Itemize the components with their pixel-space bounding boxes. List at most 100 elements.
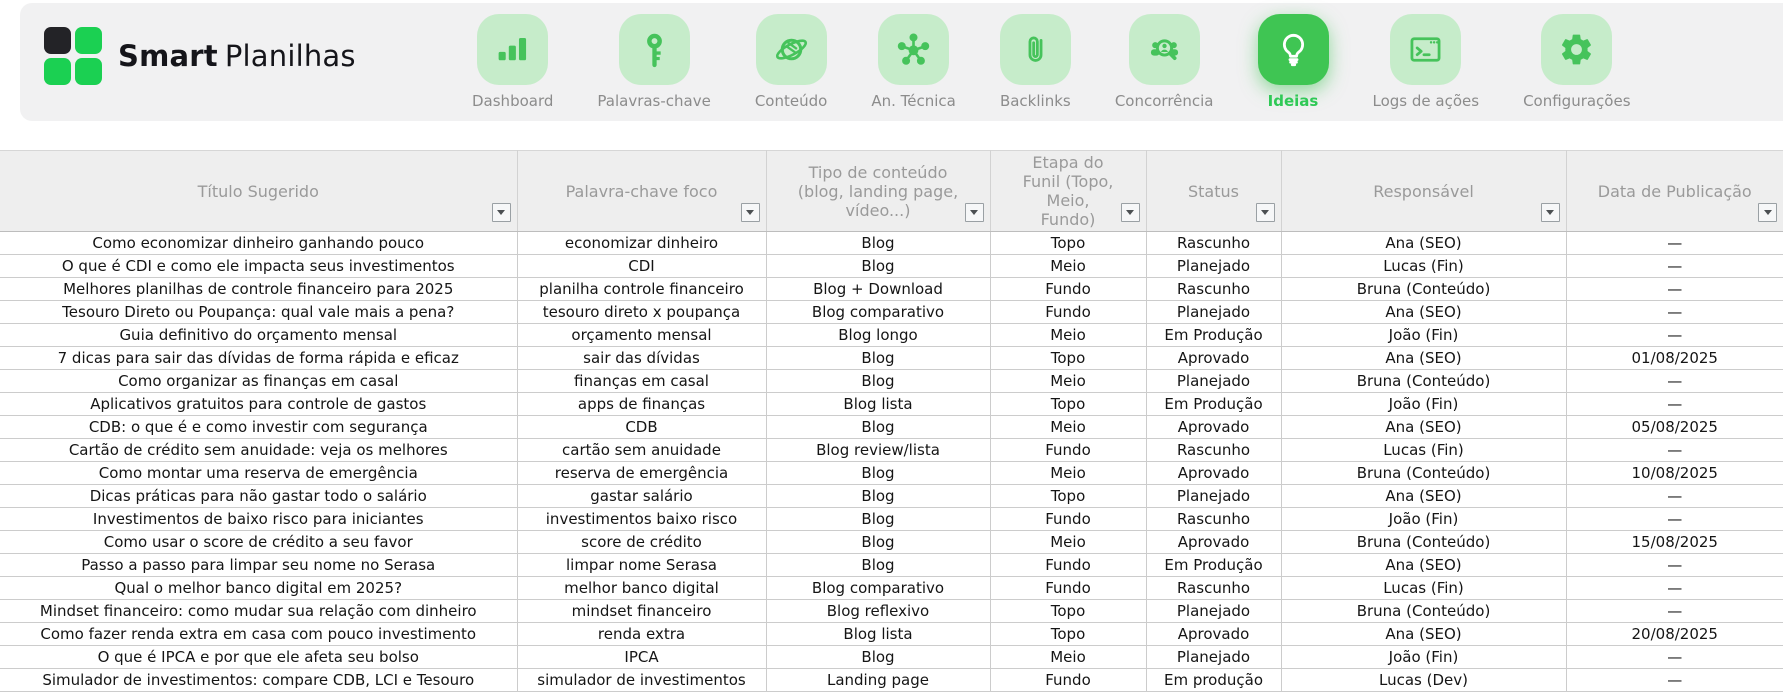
cell-responsavel[interactable]: Bruna (Conteúdo) <box>1280 599 1567 623</box>
filter-button-titulo[interactable] <box>491 203 511 222</box>
cell-etapa[interactable]: Meio <box>989 254 1147 278</box>
cell-palavra_chave[interactable]: CDB <box>516 415 767 439</box>
cell-etapa[interactable]: Fundo <box>989 507 1147 531</box>
cell-status[interactable]: Aprovado <box>1145 346 1282 370</box>
cell-etapa[interactable]: Topo <box>989 484 1147 508</box>
cell-etapa[interactable]: Topo <box>989 346 1147 370</box>
cell-etapa[interactable]: Topo <box>989 231 1147 255</box>
keywords-button[interactable] <box>618 14 690 85</box>
cell-titulo[interactable]: O que é IPCA e por que ele afeta seu bol… <box>0 645 518 669</box>
filter-button-responsavel[interactable] <box>1540 203 1560 222</box>
cell-data_publicacao[interactable]: — <box>1565 645 1783 669</box>
cell-responsavel[interactable]: Ana (SEO) <box>1280 415 1567 439</box>
cell-tipo[interactable]: Blog <box>765 254 991 278</box>
cell-status[interactable]: Em Produção <box>1145 392 1282 416</box>
cell-etapa[interactable]: Meio <box>989 323 1147 347</box>
cell-responsavel[interactable]: Bruna (Conteúdo) <box>1280 369 1567 393</box>
cell-status[interactable]: Planejado <box>1145 369 1282 393</box>
cell-titulo[interactable]: Melhores planilhas de controle financeir… <box>0 277 518 301</box>
cell-palavra_chave[interactable]: sair das dívidas <box>516 346 767 370</box>
cell-status[interactable]: Rascunho <box>1145 231 1282 255</box>
cell-tipo[interactable]: Blog <box>765 369 991 393</box>
nav-item-configuracoes[interactable]: Configurações <box>1523 14 1631 110</box>
cell-responsavel[interactable]: Ana (SEO) <box>1280 231 1567 255</box>
cell-data_publicacao[interactable]: — <box>1565 484 1783 508</box>
cell-responsavel[interactable]: João (Fin) <box>1280 323 1567 347</box>
cell-data_publicacao[interactable]: — <box>1565 392 1783 416</box>
cell-titulo[interactable]: CDB: o que é e como investir com seguran… <box>0 415 518 439</box>
cell-palavra_chave[interactable]: CDI <box>516 254 767 278</box>
cell-titulo[interactable]: Dicas práticas para não gastar todo o sa… <box>0 484 518 508</box>
nav-item-logs[interactable]: Logs de ações <box>1373 14 1479 110</box>
cell-palavra_chave[interactable]: gastar salário <box>516 484 767 508</box>
filter-button-status[interactable] <box>1255 203 1275 222</box>
cell-status[interactable]: Aprovado <box>1145 530 1282 554</box>
nav-item-ideias[interactable]: Ideias <box>1257 14 1329 110</box>
cell-etapa[interactable]: Topo <box>989 622 1147 646</box>
cell-tipo[interactable]: Blog <box>765 484 991 508</box>
nav-item-concorrencia[interactable]: Concorrência <box>1115 14 1214 110</box>
cell-etapa[interactable]: Fundo <box>989 438 1147 462</box>
nav-item-an-tecnica[interactable]: An. Técnica <box>871 14 956 110</box>
cell-titulo[interactable]: Investimentos de baixo risco para inicia… <box>0 507 518 531</box>
cell-tipo[interactable]: Blog reflexivo <box>765 599 991 623</box>
cell-etapa[interactable]: Meio <box>989 415 1147 439</box>
cell-status[interactable]: Em produção <box>1145 668 1282 692</box>
cell-tipo[interactable]: Blog <box>765 507 991 531</box>
cell-responsavel[interactable]: Ana (SEO) <box>1280 300 1567 324</box>
cell-etapa[interactable]: Fundo <box>989 277 1147 301</box>
cell-titulo[interactable]: Simulador de investimentos: compare CDB,… <box>0 668 518 692</box>
cell-titulo[interactable]: Tesouro Direto ou Poupança: qual vale ma… <box>0 300 518 324</box>
cell-titulo[interactable]: Como organizar as finanças em casal <box>0 369 518 393</box>
dashboard-button[interactable] <box>477 14 549 85</box>
technical-analysis-button[interactable] <box>878 14 950 85</box>
cell-palavra_chave[interactable]: apps de finanças <box>516 392 767 416</box>
cell-tipo[interactable]: Blog longo <box>765 323 991 347</box>
cell-palavra_chave[interactable]: IPCA <box>516 645 767 669</box>
cell-status[interactable]: Planejado <box>1145 645 1282 669</box>
cell-data_publicacao[interactable]: — <box>1565 553 1783 577</box>
cell-responsavel[interactable]: Lucas (Dev) <box>1280 668 1567 692</box>
cell-etapa[interactable]: Meio <box>989 461 1147 485</box>
cell-data_publicacao[interactable]: — <box>1565 300 1783 324</box>
cell-data_publicacao[interactable]: 01/08/2025 <box>1565 346 1783 370</box>
cell-status[interactable]: Rascunho <box>1145 576 1282 600</box>
cell-tipo[interactable]: Blog comparativo <box>765 576 991 600</box>
cell-tipo[interactable]: Blog <box>765 461 991 485</box>
cell-data_publicacao[interactable]: 05/08/2025 <box>1565 415 1783 439</box>
cell-data_publicacao[interactable]: — <box>1565 507 1783 531</box>
cell-tipo[interactable]: Blog + Download <box>765 277 991 301</box>
cell-etapa[interactable]: Fundo <box>989 668 1147 692</box>
cell-responsavel[interactable]: Bruna (Conteúdo) <box>1280 530 1567 554</box>
cell-status[interactable]: Rascunho <box>1145 507 1282 531</box>
cell-data_publicacao[interactable]: 20/08/2025 <box>1565 622 1783 646</box>
cell-tipo[interactable]: Blog lista <box>765 392 991 416</box>
nav-item-palavras-chave[interactable]: Palavras-chave <box>597 14 711 110</box>
cell-status[interactable]: Planejado <box>1145 599 1282 623</box>
cell-status[interactable]: Aprovado <box>1145 622 1282 646</box>
cell-palavra_chave[interactable]: limpar nome Serasa <box>516 553 767 577</box>
cell-data_publicacao[interactable]: — <box>1565 668 1783 692</box>
cell-titulo[interactable]: Qual o melhor banco digital em 2025? <box>0 576 518 600</box>
cell-status[interactable]: Em Produção <box>1145 553 1282 577</box>
cell-titulo[interactable]: Mindset financeiro: como mudar sua relaç… <box>0 599 518 623</box>
cell-palavra_chave[interactable]: finanças em casal <box>516 369 767 393</box>
settings-button[interactable] <box>1541 14 1613 85</box>
cell-data_publicacao[interactable]: — <box>1565 323 1783 347</box>
cell-tipo[interactable]: Blog <box>765 415 991 439</box>
cell-titulo[interactable]: O que é CDI e como ele impacta seus inve… <box>0 254 518 278</box>
cell-data_publicacao[interactable]: — <box>1565 576 1783 600</box>
cell-tipo[interactable]: Blog lista <box>765 622 991 646</box>
cell-palavra_chave[interactable]: economizar dinheiro <box>516 231 767 255</box>
cell-data_publicacao[interactable]: — <box>1565 599 1783 623</box>
cell-palavra_chave[interactable]: renda extra <box>516 622 767 646</box>
cell-responsavel[interactable]: Ana (SEO) <box>1280 484 1567 508</box>
cell-tipo[interactable]: Blog <box>765 645 991 669</box>
cell-status[interactable]: Aprovado <box>1145 461 1282 485</box>
cell-tipo[interactable]: Blog <box>765 553 991 577</box>
cell-responsavel[interactable]: Bruna (Conteúdo) <box>1280 461 1567 485</box>
nav-item-dashboard[interactable]: Dashboard <box>472 14 553 110</box>
cell-palavra_chave[interactable]: orçamento mensal <box>516 323 767 347</box>
cell-status[interactable]: Aprovado <box>1145 415 1282 439</box>
cell-palavra_chave[interactable]: simulador de investimentos <box>516 668 767 692</box>
